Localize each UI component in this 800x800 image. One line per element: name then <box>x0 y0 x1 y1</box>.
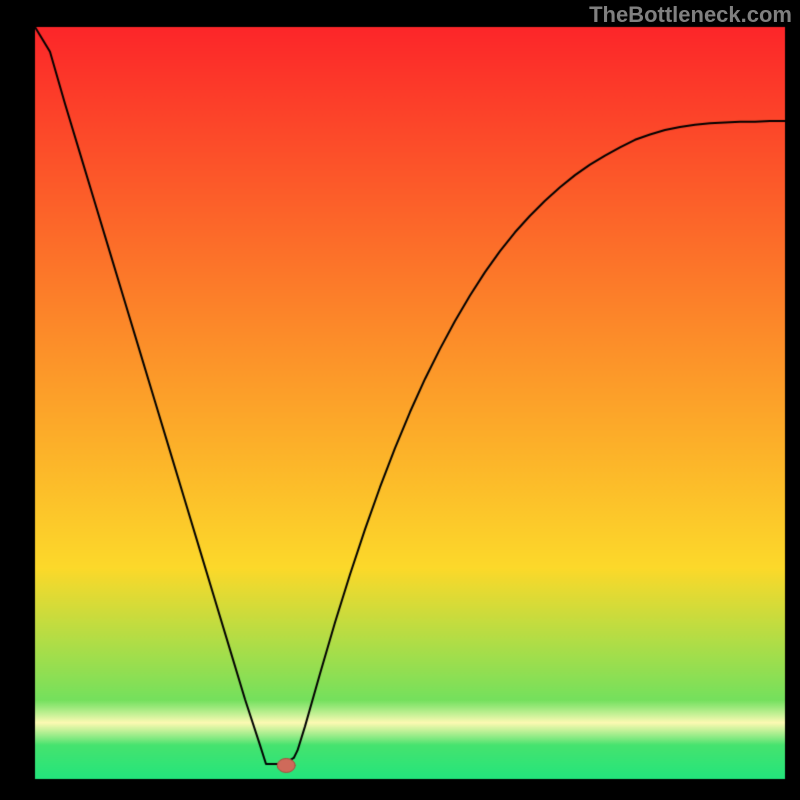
chart-stage: TheBottleneck.com <box>0 0 800 800</box>
watermark-text: TheBottleneck.com <box>589 2 792 28</box>
plot-canvas <box>0 0 800 800</box>
